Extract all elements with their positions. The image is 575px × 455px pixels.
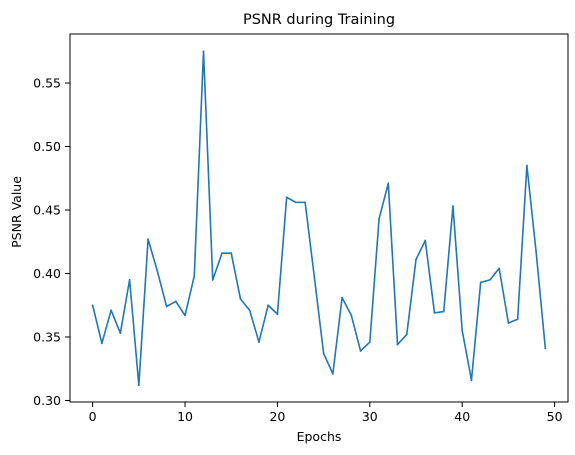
data-point (387, 182, 390, 185)
data-point (442, 310, 445, 313)
data-point (331, 372, 334, 375)
data-point (137, 384, 140, 387)
data-point (128, 278, 131, 281)
x-axis-label: Epochs (297, 429, 342, 444)
data-point (100, 342, 103, 345)
data-point (110, 309, 113, 312)
y-tick-label: 0.35 (33, 329, 61, 344)
data-point (368, 341, 371, 343)
tick-layer: 0 10 20 30 40 50 0.30 0.35 0.40 0.45 0.50 0.55 (33, 76, 562, 424)
data-point (276, 313, 279, 316)
data-point (415, 258, 417, 261)
data-point (91, 304, 94, 307)
x-tick-label: 30 (362, 409, 378, 424)
y-axis-label: PSNR Value (9, 176, 24, 248)
x-tick-label: 20 (269, 409, 285, 424)
data-point (184, 314, 186, 317)
data-point (211, 278, 214, 281)
data-point (498, 267, 501, 270)
data-point (174, 300, 177, 303)
data-point (452, 205, 454, 208)
data-point (322, 352, 325, 355)
data-point (516, 318, 519, 321)
data-point (479, 281, 482, 284)
data-point (267, 304, 270, 307)
data-point (285, 196, 288, 199)
data-point (202, 50, 205, 53)
y-tick-label: 0.55 (33, 76, 61, 91)
data-point (258, 341, 260, 343)
y-tick-label: 0.45 (33, 203, 61, 218)
x-tick-label: 40 (454, 409, 470, 424)
data-point (470, 379, 473, 382)
data-point (424, 239, 427, 242)
y-tick-label: 0.50 (33, 139, 61, 154)
data-point (221, 252, 223, 255)
x-tick-label: 50 (547, 409, 563, 424)
data-point (405, 333, 408, 336)
y-tick-label: 0.40 (33, 266, 61, 281)
data-point (239, 297, 242, 300)
x-tick-label: 10 (177, 409, 193, 424)
series-line-0 (91, 50, 547, 387)
data-point (535, 251, 538, 253)
data-point (165, 305, 168, 308)
data-point (350, 314, 353, 317)
chart-title: PSNR during Training (243, 12, 395, 28)
data-point (507, 322, 510, 324)
data-point (489, 278, 491, 281)
data-point (193, 275, 196, 277)
data-point (248, 309, 251, 312)
data-point (341, 296, 343, 299)
x-tick-label: 0 (89, 409, 97, 424)
data-point (396, 343, 399, 346)
series-layer (91, 50, 547, 387)
data-point (378, 217, 380, 220)
y-tick-label: 0.30 (33, 393, 61, 408)
data-point (230, 252, 233, 255)
data-point (359, 350, 362, 352)
data-point (156, 270, 159, 272)
data-point (461, 329, 464, 332)
data-point (544, 347, 547, 350)
data-point (304, 201, 307, 204)
plot-area-frame (69, 33, 569, 403)
data-point (433, 311, 436, 314)
data-point (119, 332, 122, 335)
data-point (295, 201, 297, 204)
data-point (313, 276, 316, 279)
data-point (525, 164, 528, 167)
data-point (147, 238, 149, 241)
